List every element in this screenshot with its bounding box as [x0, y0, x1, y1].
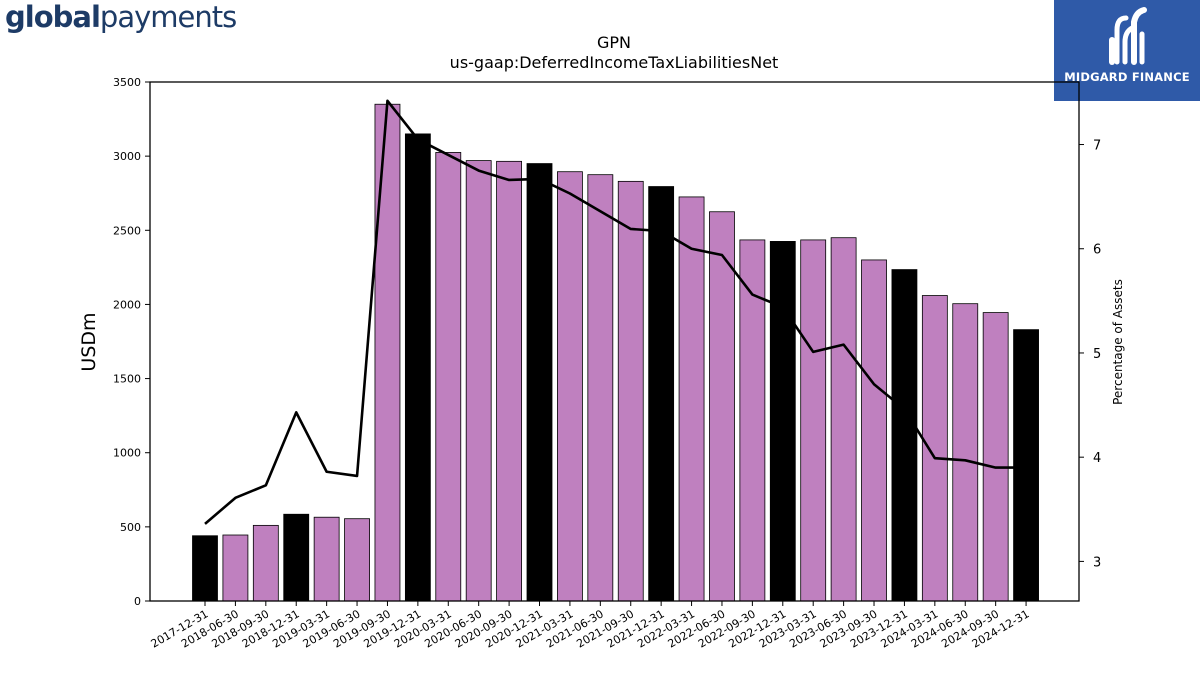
bar-2024-06-30: [952, 303, 979, 602]
logo-bold-text: global: [5, 0, 101, 34]
line-group: [204, 99, 1027, 525]
bar-2018-06-30: [222, 534, 249, 602]
y2-tick-label: 6: [1093, 243, 1101, 258]
x-axis: 2017-12-312018-06-302018-09-302018-12-31…: [149, 601, 1032, 651]
bar-2023-09-30: [861, 259, 887, 602]
bar-2023-03-31: [800, 239, 827, 602]
bar-2024-12-31: [1013, 329, 1039, 602]
y-tick-label: 3000: [113, 150, 141, 163]
percentage-line: [204, 99, 1027, 525]
chart-subtitle: us-gaap:DeferredIncomeTaxLiabilitiesNet: [450, 53, 779, 72]
bar-2023-12-31: [891, 269, 918, 602]
bar-2019-03-31: [313, 516, 340, 602]
y-axis-label: USDm: [78, 312, 100, 371]
bar-2018-12-31: [283, 513, 310, 602]
left-axis: 0 500 1000 1500 2000 2500 3000 3500: [113, 76, 150, 608]
bar-group: [192, 103, 1039, 602]
y-tick-label: 500: [120, 521, 141, 534]
y-tick-label: 2500: [113, 224, 141, 237]
y-tick-label: 3500: [113, 76, 141, 89]
bar-2020-12-31: [526, 163, 553, 602]
bar-2021-06-30: [587, 174, 614, 602]
y2-tick-label: 3: [1093, 555, 1101, 570]
midgard-mark-icon: [1109, 7, 1147, 65]
y2-axis-label: Percentage of Assets: [1111, 279, 1125, 405]
midgard-brand-text: MIDGARD FINANCE: [1064, 70, 1190, 84]
bar-2020-06-30: [465, 160, 492, 602]
bar-2022-06-30: [709, 211, 735, 602]
y2-tick-label: 5: [1093, 347, 1101, 362]
y-tick-label: 0: [134, 595, 141, 608]
bar-2024-03-31: [921, 295, 948, 602]
bar-2020-03-31: [435, 152, 462, 602]
bar-2019-06-30: [344, 518, 370, 602]
bar-2017-12-31: [192, 535, 218, 602]
bar-2020-09-30: [496, 160, 523, 602]
bar-2021-09-30: [617, 180, 644, 602]
bar-2023-06-30: [830, 237, 857, 602]
y-tick-label: 1500: [113, 373, 141, 386]
y2-tick-label: 7: [1093, 139, 1101, 154]
bar-2022-09-30: [739, 239, 766, 602]
logo-regular-text: payments: [99, 0, 237, 34]
y-tick-label: 2000: [113, 298, 141, 311]
y2-tick-label: 4: [1093, 451, 1101, 466]
y-tick-label: 1000: [113, 447, 141, 460]
bar-2024-09-30: [982, 312, 1009, 602]
chart-title: GPN: [597, 33, 631, 52]
bar-2022-03-31: [678, 196, 705, 602]
bar-2019-12-31: [404, 133, 431, 602]
bar-2018-09-30: [252, 524, 279, 602]
bar-2019-09-30: [374, 103, 401, 602]
right-axis: 3 4 5 6 7: [1079, 139, 1101, 570]
plot-frame: [149, 81, 1080, 602]
bar-2021-03-31: [557, 171, 583, 602]
bar-2022-12-31: [769, 241, 796, 602]
bar-2021-12-31: [648, 186, 675, 602]
global-payments-logo: globalpayments: [5, 0, 237, 34]
midgard-finance-logo: MIDGARD FINANCE: [1054, 0, 1200, 101]
